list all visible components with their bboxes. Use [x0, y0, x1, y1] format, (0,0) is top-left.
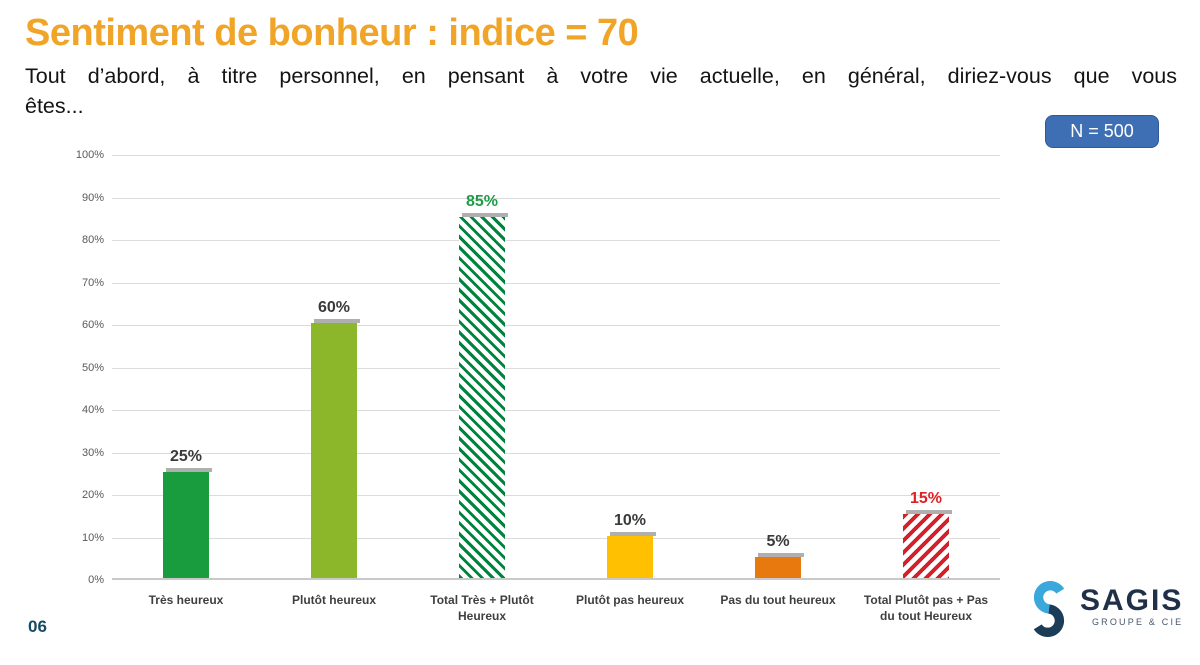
bar-6 [903, 510, 952, 578]
bar-4 [607, 531, 656, 578]
bar-value-label: 5% [766, 532, 790, 550]
y-axis-tick-label: 10% [81, 531, 104, 544]
bar-shadow-cap [906, 510, 952, 515]
x-axis-category-label: Total Très + Plutôt Heureux [430, 593, 534, 623]
plot-area: 100% 90% 80% 70% 60% 50% 40% 30% 20% 10% 0% 25% 60% 8… [76, 149, 1000, 586]
gridline [112, 240, 1000, 241]
bar-shadow-cap [610, 531, 656, 536]
page-title: Sentiment de bonheur : indice = 70 [25, 12, 639, 54]
y-axis-tick-label: 70% [81, 276, 104, 289]
x-axis-category-label: Plutôt pas heureux [575, 593, 685, 607]
y-axis-tick-label: 80% [81, 234, 104, 246]
sagis-logo-text: SAGIS [1080, 584, 1184, 617]
gridline [112, 325, 1000, 326]
sagis-s-icon [1033, 581, 1065, 637]
gridline [112, 197, 1000, 199]
bar-2 [311, 319, 360, 578]
y-axis-tick-label: 20% [81, 489, 104, 501]
bar-5 [755, 552, 804, 578]
bar-value-label: 15% [909, 490, 943, 508]
bar-shadow-cap [166, 467, 212, 472]
y-axis-tick-label: 30% [81, 446, 104, 459]
y-axis-tick-label: 50% [81, 361, 104, 374]
gridline [112, 452, 1000, 454]
gridline [112, 155, 1000, 156]
bar-1 [163, 467, 212, 578]
x-axis-category-label: Pas du tout heureux [720, 593, 836, 607]
bar-shadow-cap [462, 212, 508, 217]
bar-shadow-cap [758, 552, 804, 557]
x-axis-category-label: Total Plutôt pas + Pas du tout Heureux [863, 593, 989, 623]
y-axis-tick-label: 0% [88, 574, 104, 586]
gridline [112, 410, 1000, 411]
x-axis-category-label: Plutôt heureux [291, 593, 376, 607]
sagis-logo-subtext: GROUPE & CIE [1091, 617, 1184, 627]
bar-shadow-cap [314, 319, 360, 323]
sagis-logo: SAGIS GROUPE & CIE [1026, 580, 1183, 638]
sagis-logo-text-block: SAGIS GROUPE & CIE [1080, 580, 1184, 628]
bar-value-label: 60% [317, 299, 351, 316]
y-axis-tick-label: 90% [81, 191, 104, 204]
subtitle-line-2: êtes... [25, 94, 84, 118]
y-axis-tick-label: 40% [81, 404, 104, 416]
gridline [112, 537, 1000, 539]
x-axis-labels: Très heureux Plutôt heureux Total Très + P… [112, 592, 1000, 624]
sample-size-badge: N = 500 [1045, 115, 1159, 148]
bar-3 [459, 212, 508, 578]
gridline [112, 495, 1000, 496]
subtitle-line-1: Tout d’abord, à titre personnel, en pens… [25, 64, 1177, 88]
page-number: 06 [28, 617, 47, 636]
y-axis-tick-label: 60% [81, 319, 104, 331]
gridline [112, 282, 1000, 284]
gridline [112, 367, 1000, 369]
y-axis-tick-label: 100% [75, 149, 104, 161]
bar-value-label: 10% [613, 511, 647, 529]
bar-value-label: 85% [465, 192, 499, 210]
bar-value-label: 25% [169, 447, 203, 465]
x-axis-category-label: Très heureux [148, 593, 224, 607]
